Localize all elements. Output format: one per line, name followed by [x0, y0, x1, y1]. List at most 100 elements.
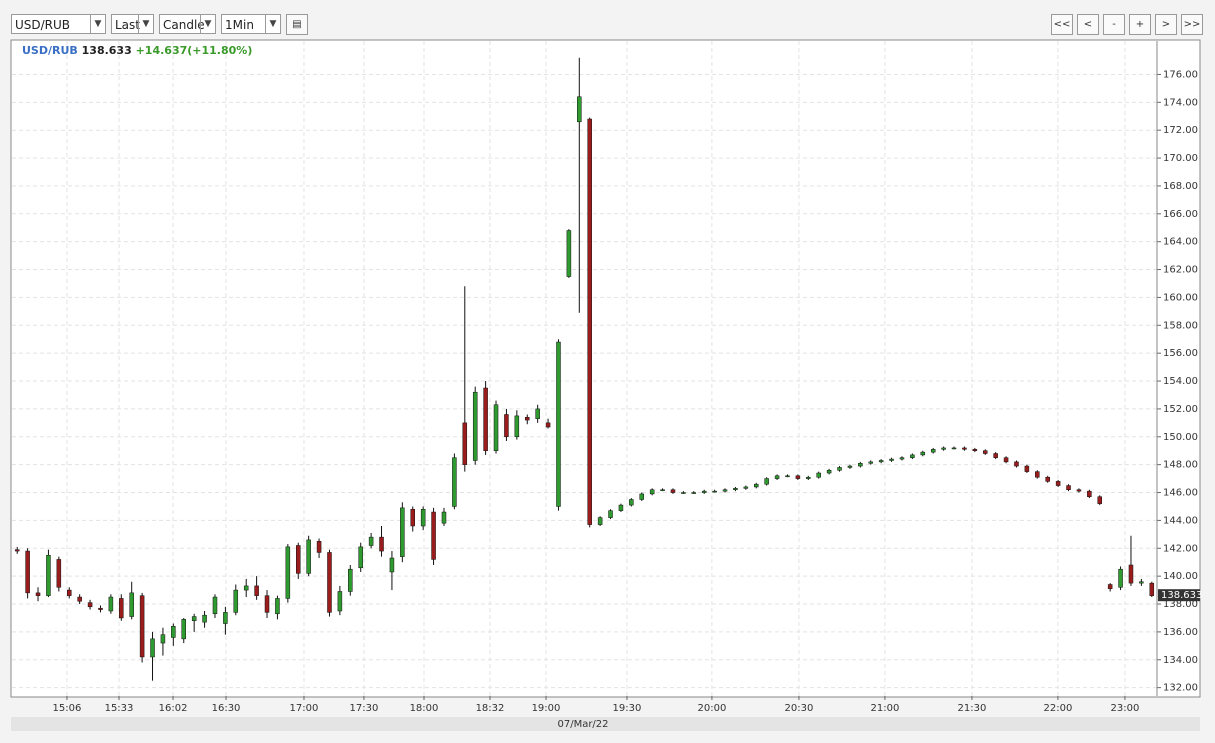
candle-body — [431, 511, 436, 560]
candle-body — [764, 478, 769, 485]
candle-body — [264, 595, 270, 613]
candle-body — [712, 490, 717, 493]
candle-body — [25, 550, 30, 594]
dropdown-arrow: ▼ — [138, 15, 153, 33]
candle-body — [1014, 461, 1019, 467]
candle-body — [316, 541, 322, 553]
y-tick-label: 148.00 — [1163, 460, 1198, 471]
nav-button[interactable]: - — [1103, 14, 1125, 35]
y-tick-label: 166.00 — [1163, 209, 1198, 220]
candle-body — [743, 486, 749, 489]
candle-body — [587, 118, 592, 525]
candle-body — [597, 517, 603, 525]
candle-body — [504, 414, 509, 438]
candle-body — [1107, 584, 1113, 589]
candle-body — [119, 598, 124, 619]
candle-body — [556, 341, 561, 507]
y-tick-label: 142.00 — [1163, 543, 1198, 554]
candle-body — [46, 554, 51, 596]
candle-body — [129, 592, 134, 617]
candle-body — [899, 457, 905, 460]
candle-body — [691, 492, 697, 494]
candle-body — [930, 449, 936, 453]
nav-button[interactable]: + — [1129, 14, 1151, 35]
candle-body — [77, 596, 82, 602]
candle-body — [67, 589, 72, 596]
interval-text: 1Min — [225, 18, 254, 32]
candle-body — [35, 592, 41, 596]
y-tick-label: 150.00 — [1163, 432, 1198, 443]
candle-body — [608, 510, 613, 518]
candle-body — [1076, 489, 1082, 492]
candle-body — [108, 596, 114, 612]
last-price-tag — [1158, 589, 1200, 602]
candle-body — [993, 453, 998, 458]
x-tick-label: 23:00 — [1111, 703, 1140, 714]
candle-body — [400, 507, 405, 557]
dropdown-arrow: ▼ — [200, 15, 215, 33]
candle-body — [806, 476, 811, 479]
candle-body — [202, 614, 207, 623]
candle-body — [191, 616, 197, 621]
candle-body — [348, 568, 353, 592]
candle-body — [525, 417, 530, 421]
interval-select[interactable]: 1Min ▼ — [221, 14, 281, 34]
nav-button[interactable]: << — [1051, 14, 1073, 35]
x-tick-label: 20:30 — [785, 703, 814, 714]
candle-body — [878, 460, 884, 463]
style-select[interactable]: Candle ▼ — [159, 14, 216, 34]
nav-button[interactable]: < — [1077, 14, 1099, 35]
candle-body — [701, 490, 707, 493]
symbol-text: USD/RUB — [15, 18, 71, 32]
symbol-select[interactable]: USD/RUB ▼ — [11, 14, 106, 34]
candle-body — [56, 559, 62, 588]
candle-body — [1055, 481, 1061, 486]
candle-body — [837, 467, 842, 471]
y-tick-label: 170.00 — [1163, 153, 1198, 164]
candle-body — [285, 546, 291, 599]
candle-body — [754, 483, 759, 488]
x-tick-label: 19:00 — [532, 703, 561, 714]
candle-body — [327, 552, 332, 613]
x-tick-label: 17:30 — [350, 703, 379, 714]
candle-body — [983, 450, 988, 454]
candle-body — [171, 626, 176, 638]
candle-body — [670, 489, 676, 493]
header-last: 138.633 — [81, 44, 132, 57]
price-type-select[interactable]: Last ▼ — [111, 14, 154, 34]
candle-body — [1045, 476, 1050, 482]
y-tick-label: 154.00 — [1163, 376, 1198, 387]
chart-frame — [10, 39, 1201, 698]
price-type-text: Last — [115, 18, 140, 32]
candle-body — [577, 96, 582, 123]
y-tick-label: 144.00 — [1163, 515, 1198, 526]
candle-body — [306, 539, 311, 574]
dropdown-arrow: ▼ — [265, 15, 280, 33]
nav-button[interactable]: >> — [1181, 14, 1203, 35]
y-tick-label: 136.00 — [1163, 627, 1198, 638]
candle-body — [389, 557, 395, 573]
candle-body — [639, 493, 644, 500]
candle-body — [660, 489, 665, 491]
y-tick-label: 140.00 — [1163, 571, 1198, 582]
y-tick-label: 160.00 — [1163, 292, 1198, 303]
candle-body — [972, 449, 978, 451]
y-tick-label: 168.00 — [1163, 181, 1198, 192]
x-tick-label: 20:00 — [697, 703, 726, 714]
nav-button[interactable]: > — [1155, 14, 1177, 35]
style-text: Candle — [163, 18, 205, 32]
chart-header: USD/RUB 138.633 +14.637(+11.80%) — [22, 44, 252, 57]
candle-body — [826, 469, 832, 474]
candle-body — [483, 387, 488, 451]
candle-body — [1024, 465, 1030, 472]
candle-body — [618, 504, 624, 511]
candle-body — [337, 591, 343, 612]
candle-body — [910, 454, 915, 458]
table-button[interactable]: ▤ — [286, 14, 308, 35]
candle-body — [410, 509, 415, 527]
candle-body — [629, 499, 634, 506]
x-tick-label: 21:00 — [870, 703, 899, 714]
y-tick-label: 162.00 — [1163, 265, 1198, 276]
